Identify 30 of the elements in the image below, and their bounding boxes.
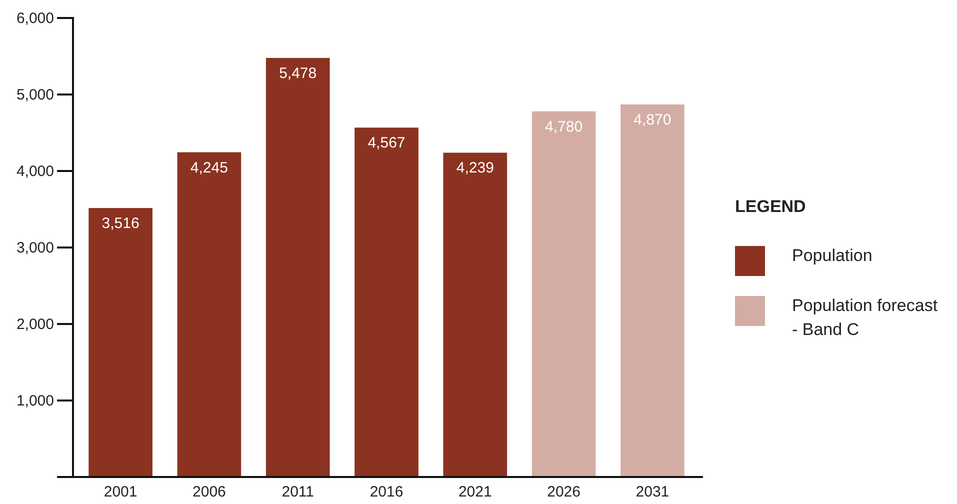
- legend-label: Population: [792, 246, 872, 265]
- x-tick-label: 2026: [547, 484, 580, 500]
- data-label: 4,567: [368, 134, 406, 152]
- bar: [354, 128, 418, 477]
- legend-title: LEGEND: [735, 197, 806, 216]
- x-tick-label: 2031: [636, 484, 670, 500]
- bar: [177, 152, 242, 477]
- bar: [532, 111, 596, 477]
- x-tick-label: 2021: [458, 484, 492, 500]
- x-tick-label: 2016: [370, 484, 404, 500]
- y-tick-label: 2,000: [16, 316, 54, 333]
- bar: [620, 104, 684, 477]
- y-tick-label: 1,000: [16, 392, 54, 410]
- y-tick-label: 3,000: [16, 239, 54, 256]
- x-tick-label: 2006: [192, 484, 226, 500]
- y-tick-label: 4,000: [16, 162, 54, 180]
- data-label: 4,245: [190, 159, 228, 176]
- data-label: 3,516: [102, 215, 140, 232]
- bar: [443, 152, 508, 477]
- x-tick-label: 2011: [282, 484, 314, 500]
- x-tick-label: 2001: [104, 484, 138, 500]
- bar: [88, 208, 152, 477]
- data-label: 4,870: [634, 111, 672, 128]
- legend-label: Population forecast - Band C: [792, 296, 938, 339]
- data-label: 4,780: [545, 118, 583, 136]
- data-label: 5,478: [279, 64, 317, 82]
- y-tick-label: 5,000: [16, 86, 54, 104]
- y-tick-label: 6,000: [16, 10, 54, 27]
- data-label: 4,239: [456, 160, 494, 177]
- bar: [266, 58, 330, 477]
